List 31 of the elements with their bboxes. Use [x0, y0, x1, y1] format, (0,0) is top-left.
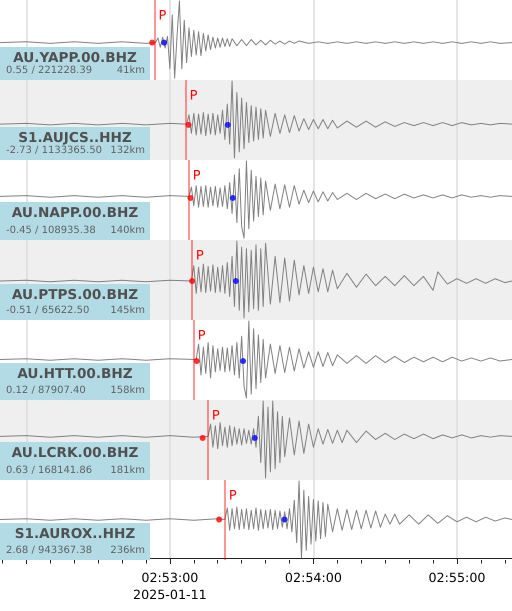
annotation: 181km — [110, 465, 145, 477]
ref-line-label: P — [196, 248, 204, 264]
annotation: 0.55 / 221228.39 — [6, 65, 92, 77]
annotation: 236km — [110, 545, 145, 557]
x-tick-label: 02:55:00 — [428, 570, 486, 585]
annotation: -0.51 / 65622.50 — [6, 305, 90, 317]
text: S1.AUJCS..HHZ — [18, 130, 132, 146]
ref-line-label: P — [158, 8, 167, 24]
annotation: 41km — [116, 65, 145, 77]
ref-line-label: P — [228, 488, 237, 504]
ref-line-label: P — [192, 168, 201, 184]
annotation: -2.73 / 1133365.50 — [6, 145, 102, 157]
text: AU.NAPP.00.BHZ — [10, 205, 140, 222]
annotation: -0.45 / 108935.38 — [6, 225, 96, 237]
annotation: 0.63 / 168141.86 — [6, 465, 92, 477]
text: AU.YAPP.00.BHZ — [13, 50, 137, 66]
annotation: 0.12 / 87907.40 — [6, 385, 86, 397]
text: AU.HTT.00.BHZ — [16, 366, 134, 383]
x-tick-label: 02:54:00 — [284, 570, 342, 585]
annotation: 145km — [110, 305, 145, 317]
text: S1.AUROX..HHZ — [14, 526, 136, 543]
annotation: 132km — [110, 145, 145, 157]
ref-line-label: P — [198, 328, 206, 344]
annotation: 158km — [110, 385, 145, 397]
x-tick-label: 02:53:00 2025-01-11 — [133, 570, 207, 602]
text: AU.LCRK.00.BHZ — [10, 445, 140, 462]
ref-line-label: P — [190, 88, 198, 104]
annotation: 2.68 / 943367.38 — [6, 545, 92, 557]
text: AU.PTPS.00.BHZ — [10, 287, 140, 304]
annotation: 140km — [110, 225, 145, 237]
ref-line-label: P — [212, 408, 220, 424]
